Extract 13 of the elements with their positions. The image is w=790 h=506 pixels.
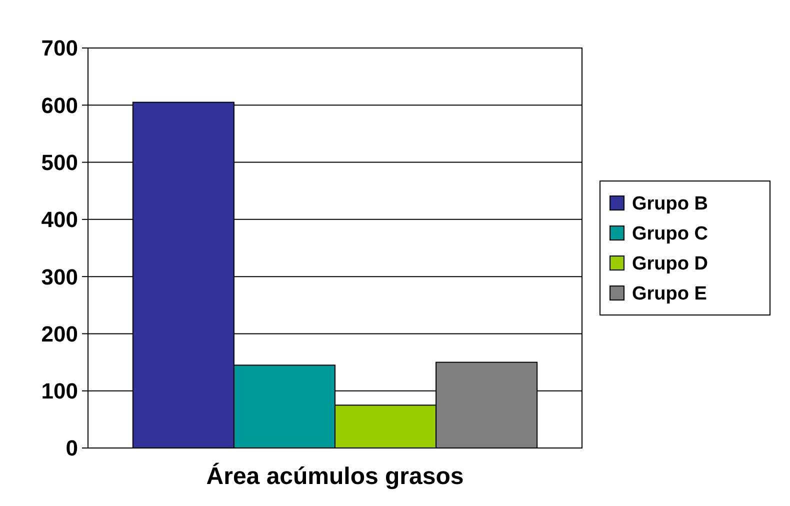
legend-label: Grupo B [632, 194, 708, 215]
legend-label: Grupo E [632, 284, 707, 305]
y-tick-label: 700 [41, 36, 78, 61]
x-tick-label: Área acúmulos grasos [206, 462, 464, 490]
y-tick-label: 0 [66, 436, 78, 461]
legend-label: Grupo C [632, 224, 708, 245]
y-tick-label: 100 [41, 378, 78, 404]
y-tick-label: 200 [41, 321, 78, 346]
y-tick-label: 600 [41, 92, 78, 118]
y-tick-label: 500 [41, 150, 78, 175]
y-tick-label: 300 [41, 264, 78, 290]
legend-label: Grupo D [632, 254, 708, 275]
y-tick-label: 400 [41, 207, 78, 232]
